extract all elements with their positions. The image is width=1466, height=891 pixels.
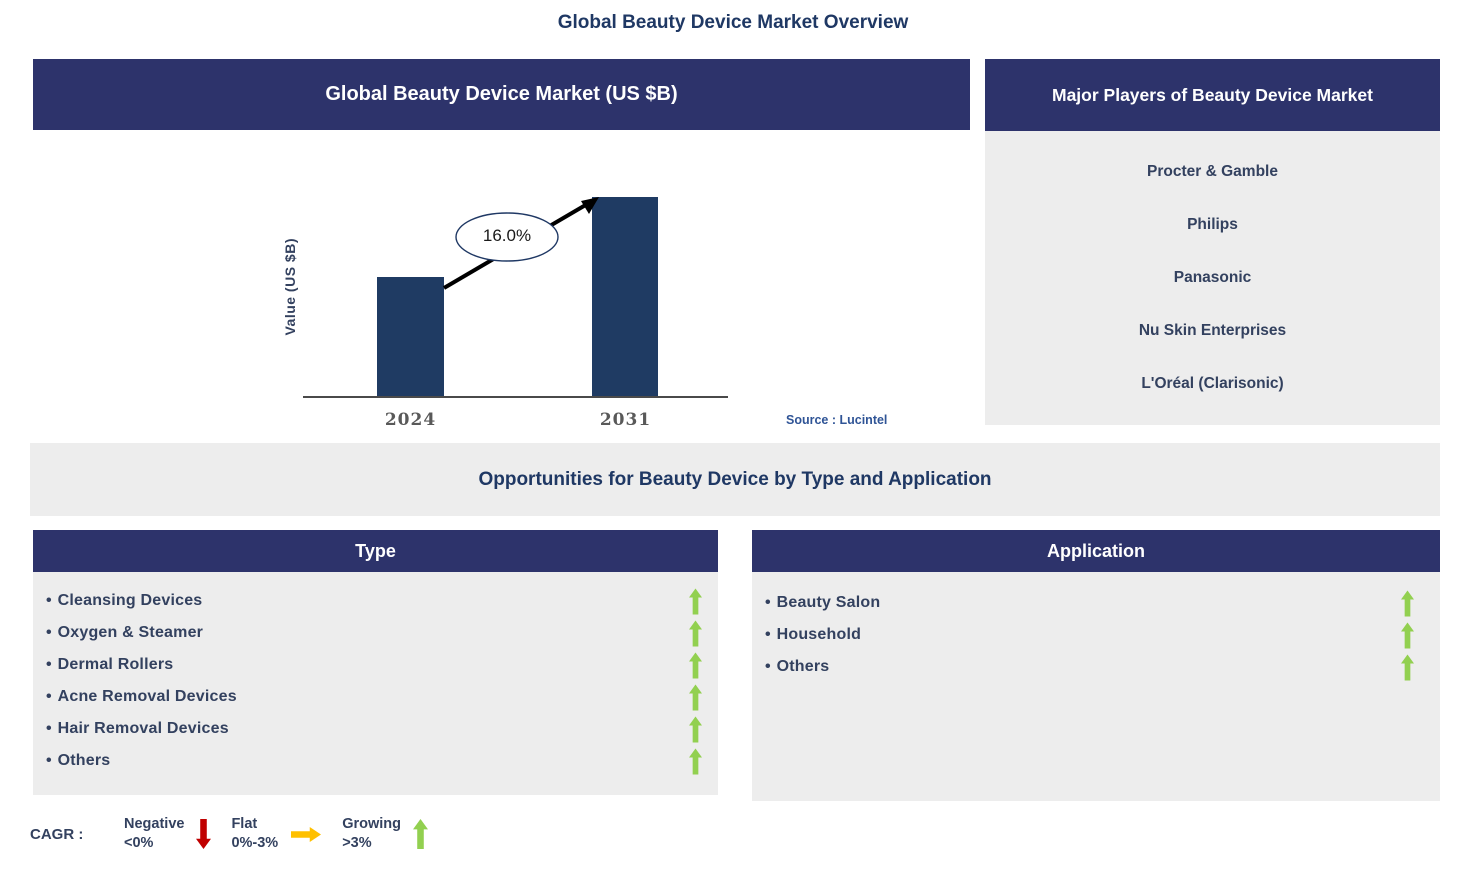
trend-indicator xyxy=(689,684,702,711)
bullet-icon: • xyxy=(765,658,771,675)
item-label: Others xyxy=(57,752,111,769)
major-players-header: Major Players of Beauty Device Market xyxy=(985,59,1440,131)
cagr-legend-prefix: CAGR : xyxy=(30,825,84,843)
x-tick-2024: 2024 xyxy=(384,410,437,430)
trend-down-arrow-icon xyxy=(196,819,212,849)
trend-up-arrow-icon xyxy=(1401,622,1414,648)
market-bar-chart: Value (US $B) 2024 2031 16.0% Source : L… xyxy=(33,130,970,443)
trend-indicator xyxy=(1401,622,1414,649)
company-name: Philips xyxy=(1187,215,1238,233)
trend-up-arrow-icon xyxy=(689,620,702,646)
application-panel-header: Application xyxy=(752,530,1440,572)
growth-arrow-icon xyxy=(442,197,599,290)
item-label: Hair Removal Devices xyxy=(57,720,229,737)
list-item: • Others xyxy=(33,745,718,777)
list-item: • Acne Removal Devices xyxy=(33,681,718,713)
bullet-icon: • xyxy=(46,752,52,769)
legend-entry-text: Growing >3% xyxy=(342,815,401,853)
legend-entry-range: >3% xyxy=(342,835,372,851)
trend-indicator xyxy=(689,652,702,679)
legend-entry-label: Negative xyxy=(124,816,185,833)
legend-entry-flat: Flat 0%-3% xyxy=(231,815,322,853)
trend-up-arrow-icon xyxy=(413,819,429,849)
trend-up-arrow-icon xyxy=(689,748,702,774)
application-item-list: • Beauty Salon • Household • Others xyxy=(752,572,1440,801)
list-item: • Beauty Salon xyxy=(752,587,1440,619)
list-item: • Hair Removal Devices xyxy=(33,713,718,745)
list-item: • Household xyxy=(752,619,1440,651)
company-name: Nu Skin Enterprises xyxy=(1138,322,1287,340)
trend-indicator xyxy=(689,620,702,647)
legend-entry-label: Flat xyxy=(231,816,258,833)
company-name: L'Oréal (Clarisonic) xyxy=(1141,375,1284,393)
legend-entry-growing: Growing >3% xyxy=(342,815,429,853)
legend-entry-range: <0% xyxy=(124,835,154,851)
company-name: Procter & Gamble xyxy=(1147,162,1278,180)
legend-entry-range: 0%-3% xyxy=(231,835,279,851)
opportunities-banner: Opportunities for Beauty Device by Type … xyxy=(30,443,1440,516)
cagr-bubble-label: 16.0% xyxy=(482,226,532,245)
legend-entry-text: Negative <0% xyxy=(124,815,184,853)
x-tick-2031: 2031 xyxy=(599,410,652,430)
trend-up-arrow-icon xyxy=(689,684,702,710)
cagr-legend: CAGR : Negative <0% Flat 0%-3% Growing >3% xyxy=(30,810,442,858)
list-item: • Oxygen & Steamer xyxy=(33,617,718,649)
major-players-list: Procter & Gamble Philips Panasonic Nu Skin … xyxy=(985,131,1440,425)
trend-up-arrow-icon xyxy=(1401,590,1414,616)
bullet-icon: • xyxy=(46,656,52,673)
type-item-list: • Cleansing Devices • Oxygen & Steamer • Derm… xyxy=(33,572,718,795)
trend-indicator xyxy=(1401,654,1414,681)
bullet-icon: • xyxy=(765,626,771,643)
item-label: Cleansing Devices xyxy=(57,592,203,609)
item-label: Beauty Salon xyxy=(776,594,881,611)
trend-up-arrow-icon xyxy=(1401,654,1414,680)
bullet-icon: • xyxy=(46,624,52,641)
legend-entry-label: Growing xyxy=(342,816,402,833)
bullet-icon: • xyxy=(46,688,52,705)
bullet-icon: • xyxy=(46,592,52,609)
trend-indicator xyxy=(689,588,702,615)
page-title: Global Beauty Device Market Overview xyxy=(557,12,909,33)
trend-up-arrow-icon xyxy=(689,652,702,678)
company-name: Panasonic xyxy=(1173,268,1252,286)
trend-up-arrow-icon xyxy=(689,716,702,742)
bar-2031 xyxy=(592,197,658,397)
trend-indicator xyxy=(1401,590,1414,617)
trend-right-arrow-icon xyxy=(291,826,322,842)
item-label: Dermal Rollers xyxy=(57,656,174,673)
bullet-icon: • xyxy=(765,594,771,611)
item-label: Others xyxy=(776,658,830,675)
legend-entry-text: Flat 0%-3% xyxy=(231,815,278,853)
bullet-icon: • xyxy=(46,720,52,737)
x-axis-line xyxy=(303,396,728,398)
market-chart-header: Global Beauty Device Market (US $B) xyxy=(33,59,970,130)
list-item: • Dermal Rollers xyxy=(33,649,718,681)
trend-up-arrow-icon xyxy=(689,588,702,614)
trend-indicator xyxy=(689,716,702,743)
list-item: • Others xyxy=(752,651,1440,683)
type-panel-header: Type xyxy=(33,530,718,572)
source-note: Source : Lucintel xyxy=(786,413,888,427)
list-item: • Cleansing Devices xyxy=(33,585,718,617)
legend-entry-negative: Negative <0% xyxy=(124,815,212,853)
item-label: Oxygen & Steamer xyxy=(57,624,204,641)
item-label: Acne Removal Devices xyxy=(57,688,237,705)
trend-indicator xyxy=(689,748,702,775)
bar-2024 xyxy=(377,277,444,397)
item-label: Household xyxy=(776,626,862,643)
